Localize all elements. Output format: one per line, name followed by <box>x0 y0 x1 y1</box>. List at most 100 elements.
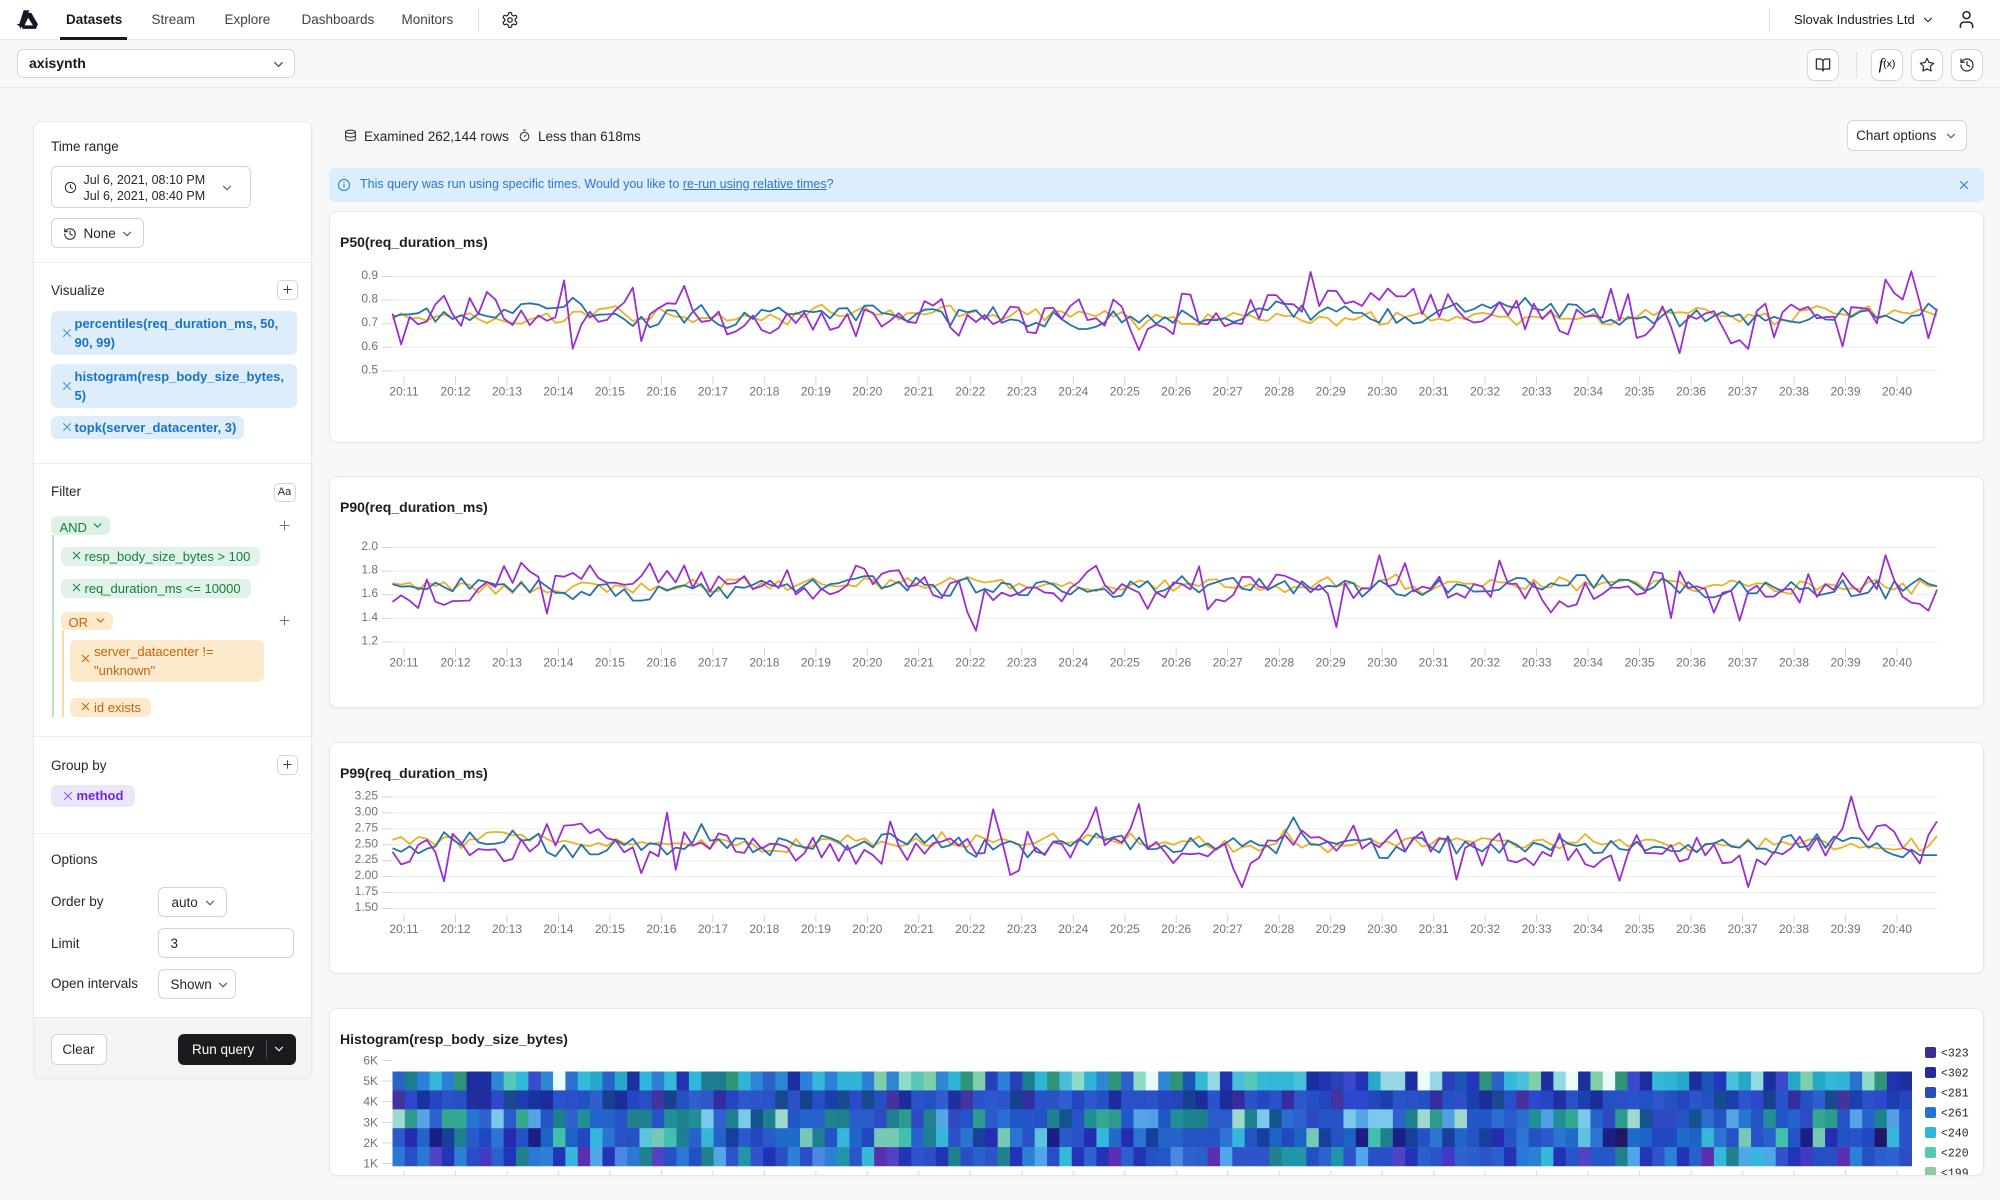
svg-text:20:19: 20:19 <box>801 655 831 669</box>
svg-text:20:15: 20:15 <box>595 655 625 669</box>
svg-text:20:29: 20:29 <box>1316 922 1346 936</box>
svg-text:20:39: 20:39 <box>1830 384 1860 398</box>
svg-text:20:31: 20:31 <box>1419 384 1449 398</box>
svg-text:20:26: 20:26 <box>1161 384 1191 398</box>
svg-text:3.25: 3.25 <box>355 789 379 803</box>
svg-text:<220: <220 <box>1941 1148 1969 1161</box>
svg-text:20:26: 20:26 <box>1161 922 1191 936</box>
svg-text:20:37: 20:37 <box>1728 922 1758 936</box>
svg-text:20:37: 20:37 <box>1728 384 1758 398</box>
svg-text:3K: 3K <box>363 1115 378 1129</box>
svg-text:2.25: 2.25 <box>355 852 379 866</box>
svg-text:20:13: 20:13 <box>492 655 522 669</box>
svg-text:20:33: 20:33 <box>1522 922 1552 936</box>
svg-text:20:38: 20:38 <box>1779 655 1809 669</box>
svg-text:20:32: 20:32 <box>1470 384 1500 398</box>
svg-text:1.4: 1.4 <box>361 610 378 624</box>
svg-text:1K: 1K <box>363 1157 378 1171</box>
svg-text:20:35: 20:35 <box>1625 384 1655 398</box>
svg-text:20:22: 20:22 <box>955 655 985 669</box>
svg-text:20:34: 20:34 <box>1573 922 1603 936</box>
svg-text:Histogram(resp_body_size_bytes: Histogram(resp_body_size_bytes) <box>340 1031 568 1047</box>
svg-text:20:12: 20:12 <box>440 922 470 936</box>
svg-text:20:36: 20:36 <box>1676 384 1706 398</box>
svg-text:20:36: 20:36 <box>1676 655 1706 669</box>
svg-text:20:13: 20:13 <box>492 922 522 936</box>
svg-text:20:31: 20:31 <box>1419 922 1449 936</box>
svg-text:P50(req_duration_ms): P50(req_duration_ms) <box>340 234 488 250</box>
svg-text:20:12: 20:12 <box>440 384 470 398</box>
svg-text:20:32: 20:32 <box>1470 655 1500 669</box>
svg-text:1.75: 1.75 <box>355 884 379 898</box>
svg-text:20:38: 20:38 <box>1779 384 1809 398</box>
svg-text:<281: <281 <box>1941 1088 1969 1101</box>
svg-text:20:33: 20:33 <box>1522 384 1552 398</box>
svg-text:0.9: 0.9 <box>361 268 378 282</box>
svg-text:20:25: 20:25 <box>1110 922 1140 936</box>
svg-text:20:33: 20:33 <box>1522 655 1552 669</box>
svg-text:1.6: 1.6 <box>361 586 378 600</box>
svg-text:20:16: 20:16 <box>646 922 676 936</box>
svg-text:20:21: 20:21 <box>904 922 934 936</box>
svg-text:0.6: 0.6 <box>361 338 378 352</box>
svg-text:20:24: 20:24 <box>1058 922 1088 936</box>
svg-text:20:24: 20:24 <box>1058 384 1088 398</box>
svg-text:20:25: 20:25 <box>1110 655 1140 669</box>
svg-text:20:30: 20:30 <box>1367 655 1397 669</box>
svg-text:20:27: 20:27 <box>1213 922 1243 936</box>
svg-text:20:17: 20:17 <box>698 922 728 936</box>
svg-text:<261: <261 <box>1941 1108 1969 1121</box>
svg-text:0.7: 0.7 <box>361 315 378 329</box>
svg-text:<199: <199 <box>1941 1168 1969 1177</box>
svg-text:20:34: 20:34 <box>1573 655 1603 669</box>
svg-text:20:40: 20:40 <box>1882 922 1912 936</box>
svg-text:4K: 4K <box>363 1095 378 1109</box>
svg-text:20:15: 20:15 <box>595 922 625 936</box>
svg-text:20:30: 20:30 <box>1367 384 1397 398</box>
svg-text:20:24: 20:24 <box>1058 655 1088 669</box>
svg-text:20:40: 20:40 <box>1882 384 1912 398</box>
svg-text:20:19: 20:19 <box>801 922 831 936</box>
svg-text:20:12: 20:12 <box>440 655 470 669</box>
svg-text:20:20: 20:20 <box>852 922 882 936</box>
svg-text:20:28: 20:28 <box>1264 922 1294 936</box>
svg-text:20:27: 20:27 <box>1213 384 1243 398</box>
svg-text:0.5: 0.5 <box>361 362 378 376</box>
svg-text:2.50: 2.50 <box>355 836 379 850</box>
svg-text:20:39: 20:39 <box>1830 655 1860 669</box>
svg-text:20:14: 20:14 <box>543 655 573 669</box>
svg-text:P99(req_duration_ms): P99(req_duration_ms) <box>340 765 488 781</box>
svg-text:20:17: 20:17 <box>698 384 728 398</box>
svg-text:20:40: 20:40 <box>1882 655 1912 669</box>
svg-text:3.00: 3.00 <box>355 804 379 818</box>
svg-text:20:26: 20:26 <box>1161 655 1191 669</box>
svg-text:20:16: 20:16 <box>646 384 676 398</box>
svg-text:20:14: 20:14 <box>543 384 573 398</box>
svg-text:P90(req_duration_ms): P90(req_duration_ms) <box>340 499 488 515</box>
svg-text:1.50: 1.50 <box>355 900 379 914</box>
svg-text:<323: <323 <box>1941 1048 1969 1061</box>
svg-text:20:22: 20:22 <box>955 384 985 398</box>
svg-text:20:28: 20:28 <box>1264 384 1294 398</box>
svg-text:20:35: 20:35 <box>1625 655 1655 669</box>
svg-text:20:11: 20:11 <box>389 655 418 669</box>
svg-text:20:13: 20:13 <box>492 384 522 398</box>
svg-text:20:11: 20:11 <box>389 922 418 936</box>
svg-text:<302: <302 <box>1941 1068 1969 1081</box>
svg-text:<240: <240 <box>1941 1128 1969 1141</box>
svg-text:20:18: 20:18 <box>749 922 779 936</box>
svg-text:20:23: 20:23 <box>1007 922 1037 936</box>
svg-text:20:23: 20:23 <box>1007 384 1037 398</box>
svg-text:20:14: 20:14 <box>543 922 573 936</box>
svg-text:2.0: 2.0 <box>361 539 378 553</box>
svg-text:20:37: 20:37 <box>1728 655 1758 669</box>
svg-text:20:11: 20:11 <box>389 384 418 398</box>
svg-text:20:35: 20:35 <box>1625 922 1655 936</box>
svg-text:20:21: 20:21 <box>904 384 934 398</box>
svg-text:1.2: 1.2 <box>361 633 378 647</box>
svg-text:1.8: 1.8 <box>361 563 378 577</box>
svg-text:20:22: 20:22 <box>955 922 985 936</box>
svg-text:20:16: 20:16 <box>646 655 676 669</box>
svg-text:20:18: 20:18 <box>749 655 779 669</box>
svg-text:20:21: 20:21 <box>904 655 934 669</box>
